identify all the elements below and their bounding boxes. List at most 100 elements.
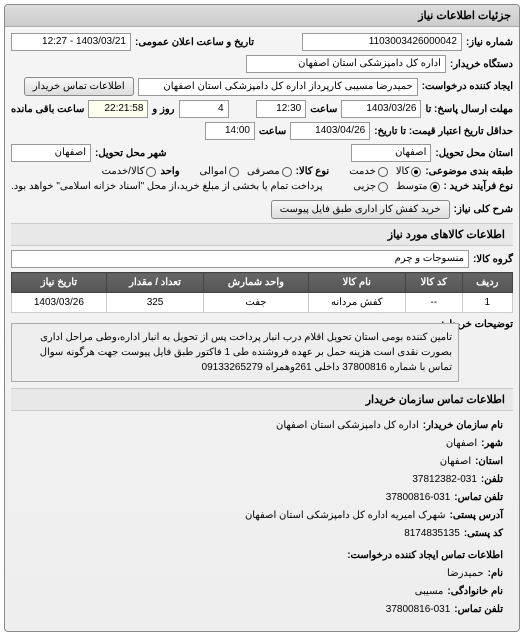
row-buy-type: نوع فرآیند خرید : متوسط جزیی پرداخت تمام… xyxy=(11,181,513,192)
contact-addr-value: شهرک امیریه اداره کل دامپزشکی استان اصفه… xyxy=(245,507,446,525)
radio-consumable-label: مصرفی xyxy=(247,166,280,177)
need-title-label: شرح کلی نیاز: xyxy=(454,204,513,215)
row-goods-group: گروه کالا: منسوجات و چرم xyxy=(11,250,513,268)
contact-prov-value: اصفهان xyxy=(440,453,471,471)
radio-asset-label: اموالی xyxy=(200,166,227,177)
goods-table: ردیف کد کالا نام کالا واحد شمارش تعداد /… xyxy=(11,272,513,313)
time-label-2: ساعت xyxy=(259,126,286,137)
contact-zip-row: کد پستی:8174835135 xyxy=(21,525,503,543)
deadline-time-field: 12:30 xyxy=(256,100,306,118)
contact-prov-label: استان: xyxy=(475,453,503,471)
row-buyer-org: دستگاه خریدار: اداره کل دامپزشکی استان ا… xyxy=(11,55,513,73)
row-validity: حداقل تاریخ اعتبار قیمت: تا تاریخ: 1403/… xyxy=(11,122,513,140)
radio-dot-icon xyxy=(411,167,421,177)
radio-dot-icon xyxy=(378,167,388,177)
contact-fax-value: 37800816-031 xyxy=(386,489,451,507)
contact-lname-row: نام خانوادگی:مسیبی xyxy=(21,583,503,601)
radio-medium[interactable]: متوسط xyxy=(396,181,439,192)
contact-tel-label: تلفن تماس: xyxy=(454,601,503,619)
contact-phone-label: تلفن: xyxy=(481,471,503,489)
row-creator: ایجاد کننده درخواست: حمیدرضا مسیبی کارپر… xyxy=(11,77,513,96)
delivery-city-label: شهر محل تحویل: xyxy=(95,148,167,159)
delivery-prov-field: اصفهان xyxy=(351,144,431,162)
announce-label: تاریخ و ساعت اعلان عمومی: xyxy=(135,37,254,48)
creator-label: ایجاد کننده درخواست: xyxy=(422,81,513,92)
contact-prov-row: استان:اصفهان xyxy=(21,453,503,471)
col-goods-code: کد کالا xyxy=(405,273,462,293)
row-need-title: شرح کلی نیاز: خرید کفش کار اداری طبق فای… xyxy=(11,200,513,219)
col-qty: تعداد / مقدار xyxy=(106,273,203,293)
remain-time-field: 22:21:58 xyxy=(88,100,148,118)
buyer-contact-button[interactable]: اطلاعات تماس خریدار xyxy=(24,77,134,96)
contact-fax-label: تلفن تماس: xyxy=(454,489,503,507)
request-number-field: 1103003426000042 xyxy=(302,33,462,51)
goods-type-label: نوع کالا: xyxy=(296,166,330,177)
buyer-desc-label: توضیحات خریدار: xyxy=(463,319,513,330)
contact-city-label: شهر: xyxy=(481,435,503,453)
contact-tel-row: تلفن تماس:37800816-031 xyxy=(21,601,503,619)
deadline-label: مهلت ارسال پاسخ: تا xyxy=(425,104,513,115)
radio-unit-label: کالا/خدمت xyxy=(102,166,145,177)
goods-type-radio-group: مصرفی اموالی xyxy=(200,166,292,177)
col-goods-name: نام کالا xyxy=(308,273,405,293)
contact-name-value: حمیدرضا xyxy=(447,565,484,583)
contact-section: نام سازمان خریدار:اداره کل دامپزشکی استا… xyxy=(11,411,513,625)
goods-group-label: گروه کالا: xyxy=(473,254,513,265)
contact-lname-label: نام خانوادگی: xyxy=(447,583,503,601)
radio-dot-icon xyxy=(229,167,239,177)
contact-addr-row: آدرس پستی:شهرک امیریه اداره کل دامپزشکی … xyxy=(21,507,503,525)
buy-type-label: نوع فرآیند خرید : xyxy=(444,181,513,192)
delivery-city-field: اصفهان xyxy=(11,144,91,162)
buyer-org-field: اداره کل دامپزشکی استان اصفهان xyxy=(246,55,446,73)
subject-pack-label: طبقه بندی موضوعی: xyxy=(425,166,513,177)
col-need-date: تاریخ نیاز xyxy=(12,273,107,293)
cell-unit: جفت xyxy=(204,293,308,313)
goods-info-header: اطلاعات کالاهای مورد نیاز xyxy=(11,223,513,246)
radio-service[interactable]: خدمت xyxy=(349,166,388,177)
buyer-org-label: دستگاه خریدار: xyxy=(450,59,513,70)
contact-phone-value: 37812382-031 xyxy=(412,471,477,489)
panel-title: جزئیات اطلاعات نیاز xyxy=(5,5,519,27)
time-label-1: ساعت xyxy=(310,104,337,115)
contact-org-row: نام سازمان خریدار:اداره کل دامپزشکی استا… xyxy=(21,417,503,435)
radio-small[interactable]: جزیی xyxy=(353,181,388,192)
validity-date-field: 1403/04/26 xyxy=(290,122,370,140)
announce-field: 1403/03/21 - 12:27 xyxy=(11,33,131,51)
contact-header: اطلاعات تماس سازمان خریدار xyxy=(11,388,513,411)
contact-city-value: اصفهان xyxy=(446,435,477,453)
unit-label: واحد xyxy=(160,166,179,177)
col-row-num: ردیف xyxy=(462,273,512,293)
cell-row-num: 1 xyxy=(462,293,512,313)
need-title-button[interactable]: خرید کفش کار اداری طبق فایل پیوست xyxy=(271,200,450,219)
radio-dot-icon xyxy=(282,167,292,177)
cell-goods-name: کفش مردانه xyxy=(308,293,405,313)
remain-label: ساعت باقی مانده xyxy=(11,104,84,115)
radio-dot-icon xyxy=(430,182,440,192)
contact-name-label: نام: xyxy=(488,565,503,583)
row-delivery-location: استان محل تحویل: اصفهان شهر محل تحویل: ا… xyxy=(11,144,513,162)
row-buyer-desc: توضیحات خریدار: تامین کننده بومی استان ت… xyxy=(11,319,513,382)
col-unit: واحد شمارش xyxy=(204,273,308,293)
contact-city-row: شهر:اصفهان xyxy=(21,435,503,453)
delivery-prov-label: استان محل تحویل: xyxy=(435,148,513,159)
radio-unit[interactable]: کالا/خدمت xyxy=(102,166,157,177)
need-details-panel: جزئیات اطلاعات نیاز شماره نیاز: 11030034… xyxy=(4,4,520,632)
radio-consumable[interactable]: مصرفی xyxy=(247,166,292,177)
req-creator-header: اطلاعات تماس ایجاد کننده درخواست: xyxy=(21,547,503,565)
radio-small-label: جزیی xyxy=(353,181,376,192)
contact-name-row: نام: حمیدرضا xyxy=(21,565,503,583)
radio-asset[interactable]: اموالی xyxy=(200,166,239,177)
deadline-date-field: 1403/03/26 xyxy=(341,100,421,118)
contact-tel-value: 37800816-031 xyxy=(386,601,451,619)
radio-goods[interactable]: کالا xyxy=(396,166,422,177)
row-deadline: مهلت ارسال پاسخ: تا 1403/03/26 ساعت 12:3… xyxy=(11,100,513,118)
radio-dot-icon xyxy=(146,167,156,177)
buyer-desc-box: تامین کننده بومی استان تحویل اقلام درب ا… xyxy=(11,323,459,382)
contact-lname-value: مسیبی xyxy=(415,583,444,601)
validity-label: حداقل تاریخ اعتبار قیمت: تا تاریخ: xyxy=(374,126,513,137)
creator-field: حمیدرضا مسیبی کارپرداز اداره کل دامپزشکی… xyxy=(138,78,418,96)
panel-body: شماره نیاز: 1103003426000042 تاریخ و ساع… xyxy=(5,27,519,631)
goods-group-field: منسوجات و چرم xyxy=(11,250,469,268)
contact-fax-row: تلفن تماس:37800816-031 xyxy=(21,489,503,507)
contact-phone-row: تلفن:37812382-031 xyxy=(21,471,503,489)
